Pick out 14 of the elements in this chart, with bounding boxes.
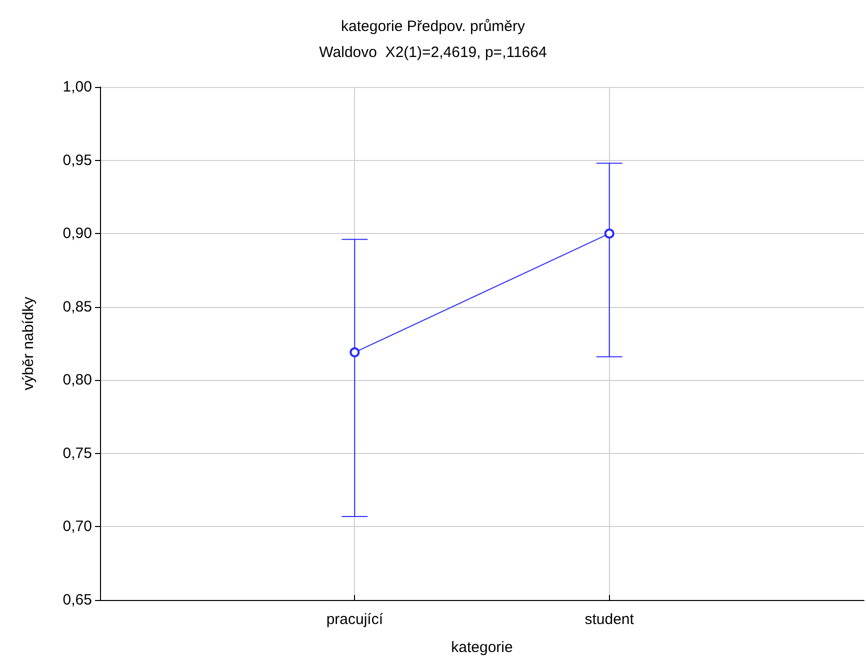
- chart-title: kategorie Předpov. průměry: [341, 18, 526, 35]
- x-tick-label: pracující: [326, 611, 384, 628]
- y-tick-label: 0,70: [62, 518, 92, 536]
- y-tick-label: 1,00: [62, 78, 92, 96]
- y-axis-title: výběr nabídky: [20, 296, 37, 390]
- x-axis-title: kategorie: [451, 639, 513, 656]
- y-tick-label: 0,80: [62, 372, 92, 389]
- x-tick-label: student: [584, 611, 635, 628]
- y-tick-label: 0,95: [62, 152, 92, 169]
- y-tick-label: 0,75: [62, 444, 92, 462]
- y-tick-label: 0,85: [62, 298, 92, 316]
- chart-subtitle: Waldovo X2(1)=2,4619, p=,11664: [319, 44, 547, 61]
- y-tick-label: 0,90: [62, 225, 92, 242]
- y-tick-label: 0,65: [62, 592, 92, 608]
